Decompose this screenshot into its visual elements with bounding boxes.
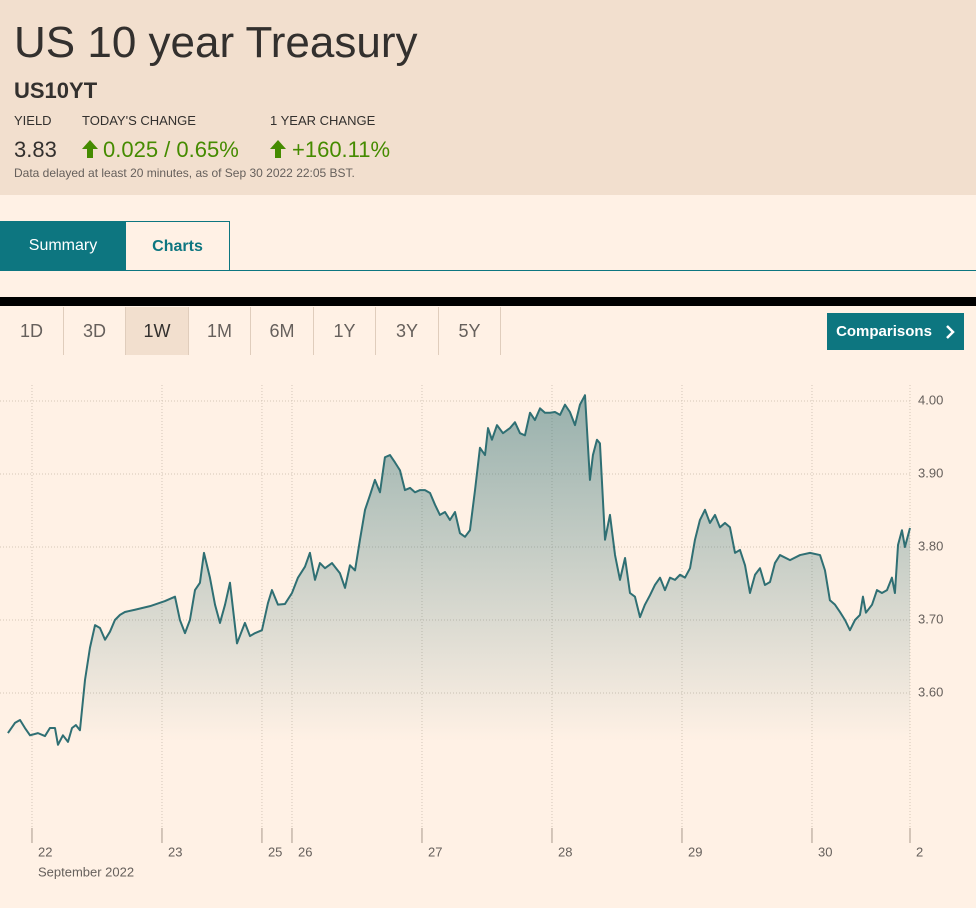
range-button[interactable]: 5Y	[439, 307, 501, 355]
tab[interactable]: Charts	[125, 221, 230, 271]
tab[interactable]: Summary	[0, 221, 126, 271]
y-tick-label: 3.70	[918, 611, 943, 626]
quote-header	[0, 0, 976, 195]
range-button[interactable]: 1M	[189, 307, 251, 355]
comparisons-button[interactable]: Comparisons	[827, 313, 964, 350]
area	[7, 395, 911, 828]
up-arrow	[270, 140, 286, 158]
stat-label: TODAY'S CHANGE	[82, 113, 196, 128]
range-button[interactable]: 6M	[251, 307, 314, 355]
stat-value: 0.025 / 0.65%	[103, 137, 239, 162]
section-bar	[0, 297, 976, 306]
stat-label: 1 YEAR CHANGE	[270, 113, 376, 128]
x-tick-label: 27	[428, 844, 442, 859]
title: US 10 year Treasury	[14, 18, 418, 67]
x-tick-label: 25	[268, 844, 282, 859]
delay-note: Data delayed at least 20 minutes, as of …	[14, 166, 355, 180]
x-tick-label: 2	[916, 844, 923, 859]
stat-label: YIELD	[14, 113, 52, 128]
stat-value: 3.83	[14, 137, 57, 162]
range-button[interactable]: 3D	[64, 307, 126, 355]
range-button[interactable]: 3Y	[376, 307, 439, 355]
chevron	[946, 324, 955, 339]
x-tick-label: 23	[168, 844, 182, 859]
y-tick-label: 4.00	[918, 392, 943, 407]
tab-underline	[0, 270, 976, 271]
y-tick-label: 3.90	[918, 465, 943, 480]
range-button[interactable]: 1Y	[314, 307, 376, 355]
x-tick-label: 28	[558, 844, 572, 859]
x-tick-label: 30	[818, 844, 832, 859]
chart: 3.60 3.70 3.80 3.90 4.00 22 23 25 26 27 28 29 30 2 Sep…	[0, 385, 943, 879]
button-label: Comparisons	[836, 323, 932, 340]
x-axis-label: September 2022	[38, 864, 134, 879]
y-tick-label: 3.80	[918, 538, 943, 553]
range-button[interactable]: 1D	[0, 307, 64, 355]
up-arrow	[82, 140, 98, 158]
line	[7, 394, 911, 746]
x-tick-label: 26	[298, 844, 312, 859]
range-button[interactable]: 1W	[126, 307, 189, 355]
x-tick-label: 22	[38, 844, 52, 859]
y-tick-label: 3.60	[918, 684, 943, 699]
stat-value: +160.11%	[292, 137, 391, 162]
symbol: US10YT	[14, 78, 98, 103]
x-tick-label: 29	[688, 844, 702, 859]
